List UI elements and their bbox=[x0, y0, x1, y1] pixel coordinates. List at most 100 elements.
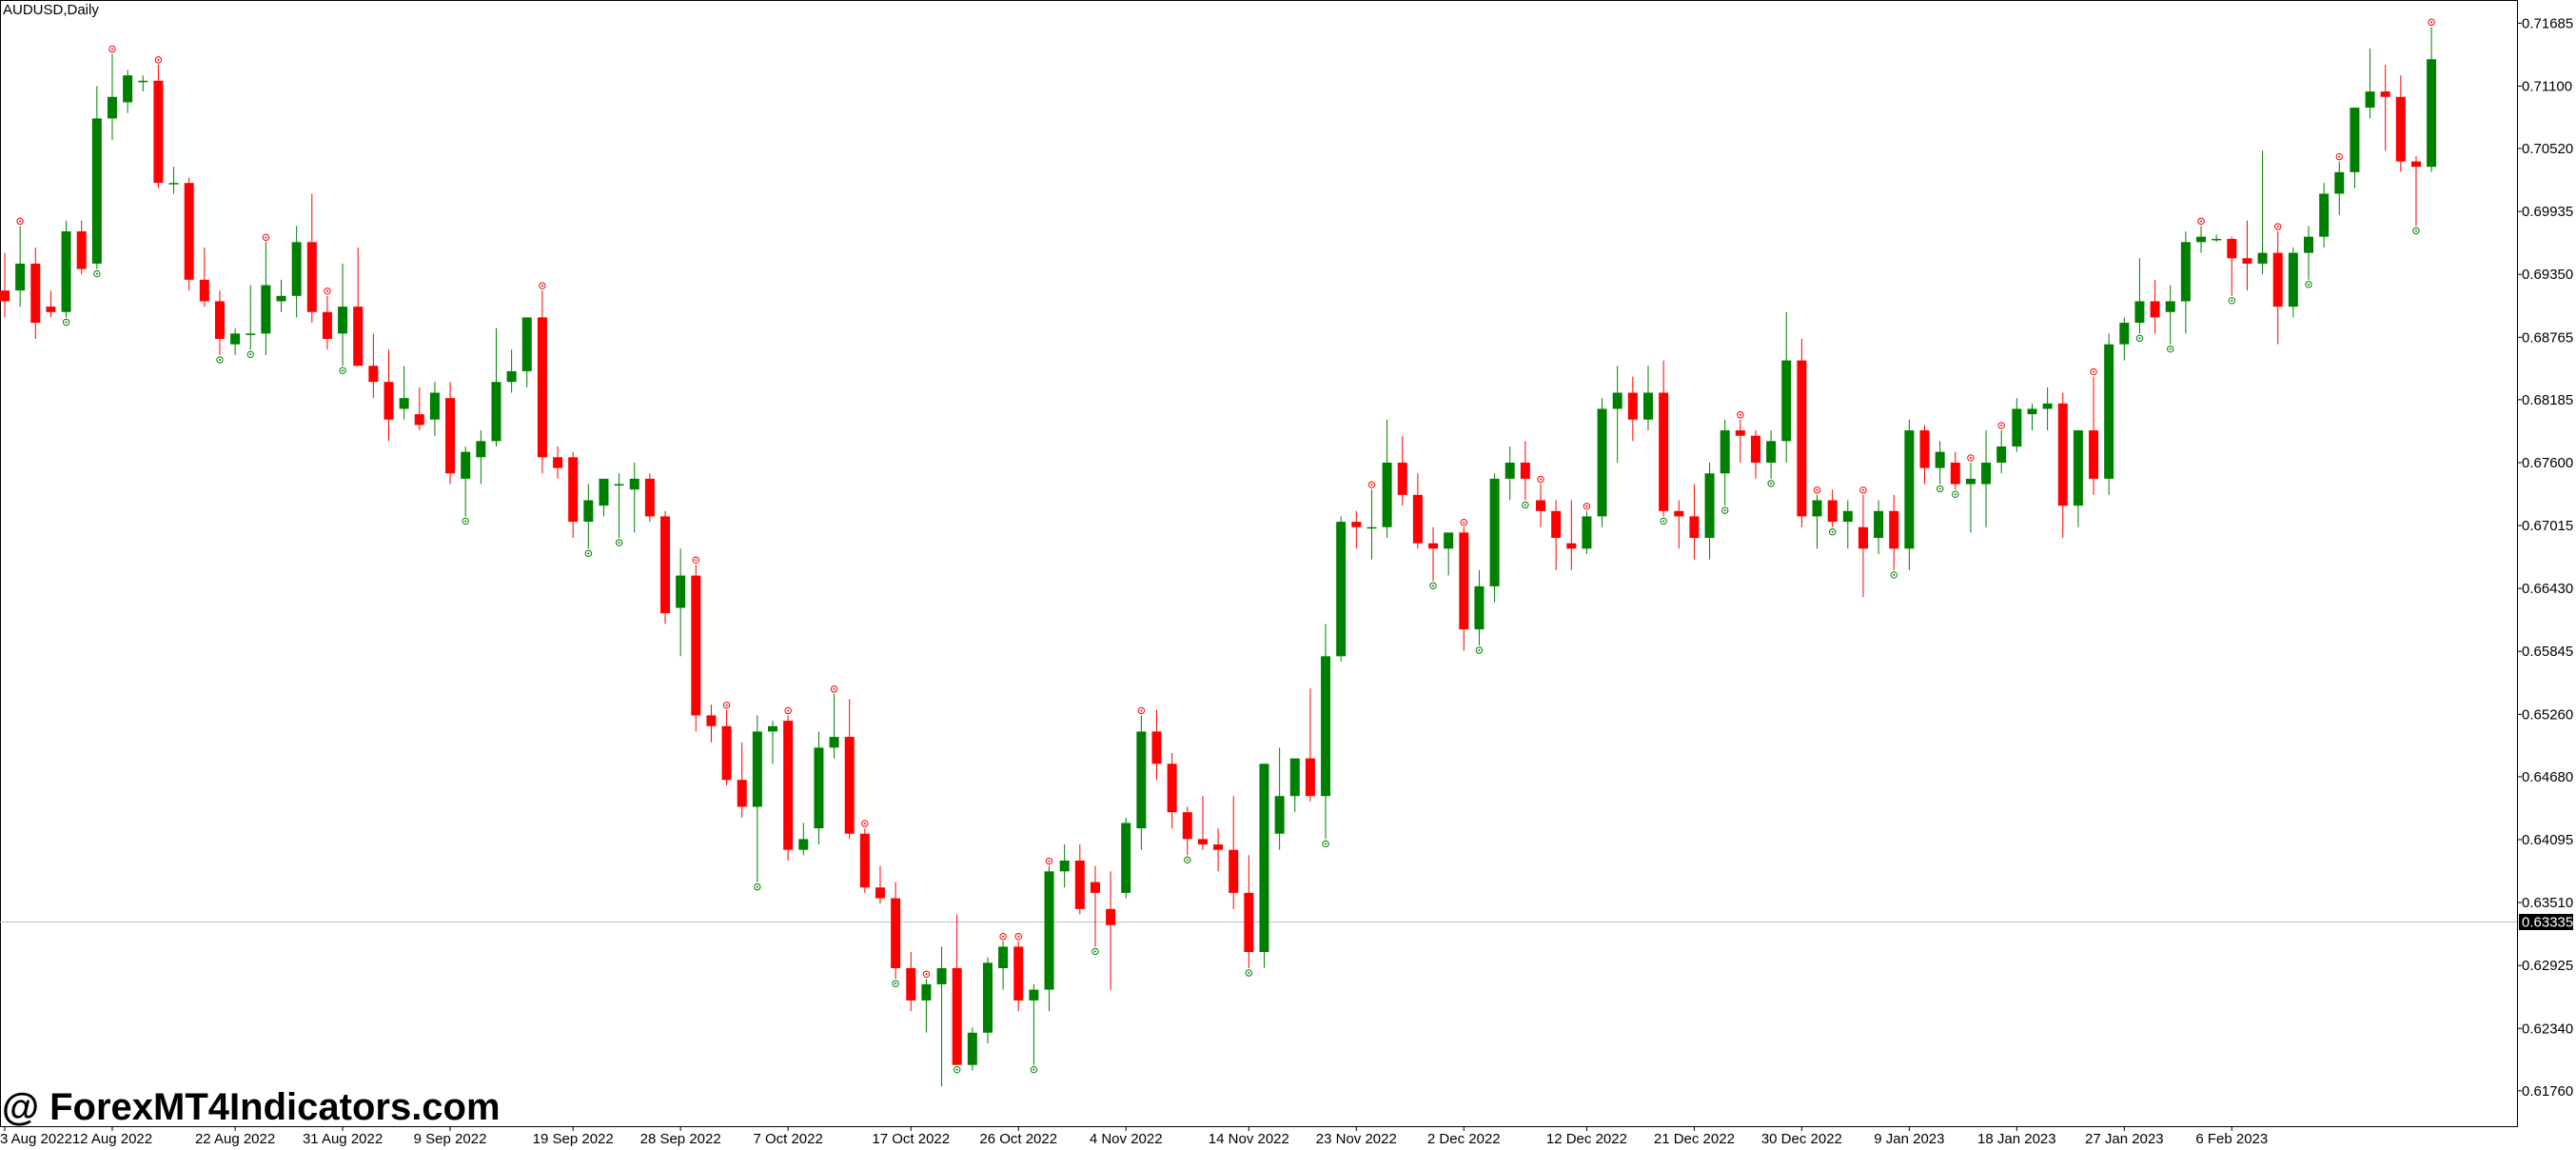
candle bbox=[1412, 473, 1423, 549]
candle bbox=[61, 220, 71, 318]
candle-body bbox=[399, 398, 409, 409]
candle bbox=[1397, 435, 1407, 506]
candle bbox=[2227, 236, 2237, 296]
time-tick-label: 17 Oct 2022 bbox=[872, 1131, 950, 1147]
candle-body bbox=[982, 962, 993, 1033]
candle-body bbox=[76, 231, 87, 269]
candle-body bbox=[2042, 403, 2053, 409]
candle bbox=[2319, 183, 2330, 248]
candle-body bbox=[1904, 430, 1915, 549]
candle bbox=[1551, 500, 1562, 570]
candle bbox=[2057, 392, 2068, 539]
candle-body bbox=[1566, 543, 1577, 549]
candle-body bbox=[814, 747, 824, 829]
candle-body bbox=[2410, 161, 2421, 168]
candle-body bbox=[844, 737, 855, 834]
fractal-up-marker bbox=[2197, 217, 2205, 226]
candle-body bbox=[15, 263, 26, 291]
fractal-up-marker bbox=[324, 288, 331, 295]
candle bbox=[844, 699, 855, 840]
candle bbox=[506, 349, 517, 393]
fractal-up-marker bbox=[2274, 223, 2282, 230]
candle-body bbox=[1459, 532, 1469, 630]
candle-body bbox=[829, 737, 839, 748]
candle bbox=[982, 957, 993, 1044]
candle bbox=[1582, 510, 1592, 554]
candle bbox=[952, 914, 962, 1065]
candle-body bbox=[1582, 516, 1592, 549]
time-axis: 3 Aug 2022 12 Aug 2022 22 Aug 2022 31 Aug 2… bbox=[0, 1126, 2268, 1147]
candle bbox=[1766, 430, 1777, 479]
candle bbox=[461, 446, 471, 517]
candle-body bbox=[2057, 403, 2068, 506]
fractal-down-marker bbox=[1828, 528, 1837, 536]
candle-body bbox=[1428, 543, 1439, 549]
candle bbox=[107, 53, 117, 140]
candle-body bbox=[1981, 462, 1992, 485]
candle bbox=[2410, 155, 2421, 227]
candle bbox=[1151, 709, 1162, 781]
candle bbox=[184, 177, 194, 291]
price-tick-label: 0.68765 bbox=[2522, 329, 2573, 346]
candle bbox=[644, 473, 655, 523]
candle bbox=[1981, 430, 1992, 527]
candle bbox=[537, 290, 547, 474]
fractal-down-marker bbox=[216, 356, 224, 364]
candle bbox=[168, 167, 179, 194]
candle bbox=[2334, 161, 2345, 216]
candle-body bbox=[921, 983, 932, 1001]
candle-body bbox=[2304, 236, 2313, 253]
price-tick-label: 0.64680 bbox=[2522, 769, 2573, 785]
candle bbox=[338, 263, 348, 367]
candle bbox=[1566, 500, 1577, 570]
candle bbox=[1444, 532, 1454, 576]
candle-body bbox=[506, 370, 517, 383]
candle bbox=[1489, 473, 1500, 603]
candle-body bbox=[2319, 193, 2330, 237]
candle-body bbox=[599, 478, 609, 506]
watermark-text: @ ForexMT4Indicators.com bbox=[2, 1086, 501, 1128]
candle-body bbox=[1842, 510, 1853, 523]
candle-body bbox=[2242, 258, 2252, 264]
candle-body bbox=[2089, 430, 2099, 479]
candle bbox=[1382, 419, 1392, 539]
fractal-up-marker bbox=[1014, 933, 1022, 941]
price-tick-label: 0.65845 bbox=[2522, 644, 2573, 660]
candle-body bbox=[338, 307, 348, 334]
candle-body bbox=[614, 484, 624, 486]
candle-body bbox=[1090, 882, 1100, 893]
time-tick-label: 22 Aug 2022 bbox=[195, 1131, 275, 1147]
candle-body bbox=[1536, 500, 1545, 511]
candle-body bbox=[368, 366, 379, 383]
candle-body bbox=[476, 441, 486, 458]
fractal-up-marker bbox=[1997, 422, 2005, 429]
candle-body bbox=[2165, 301, 2175, 312]
candle bbox=[2196, 226, 2207, 253]
fractal-up-marker bbox=[1045, 857, 1053, 865]
candle bbox=[2134, 258, 2145, 334]
time-tick-label: 27 Jan 2023 bbox=[2085, 1131, 2164, 1147]
candle bbox=[46, 290, 56, 318]
candle-body bbox=[1874, 510, 1884, 539]
price-tick-label: 0.68185 bbox=[2522, 392, 2573, 408]
time-tick-label: 31 Aug 2022 bbox=[303, 1131, 383, 1147]
candle-body bbox=[2272, 252, 2283, 307]
current-price-label: 0.63335 bbox=[2522, 915, 2573, 931]
candle-body bbox=[2350, 108, 2360, 172]
time-tick-label: 12 Aug 2022 bbox=[72, 1131, 152, 1147]
candle-body bbox=[61, 231, 71, 312]
fractal-down-marker bbox=[93, 269, 101, 278]
candle-body bbox=[1244, 892, 1254, 953]
price-tick-label: 0.62925 bbox=[2522, 958, 2573, 974]
candle bbox=[859, 828, 870, 893]
fractal-up-marker bbox=[539, 282, 546, 289]
time-tick-label: 7 Oct 2022 bbox=[753, 1131, 822, 1147]
fractal-down-marker bbox=[1767, 480, 1775, 487]
price-tick-label: 0.66430 bbox=[2522, 581, 2573, 597]
candle bbox=[752, 715, 762, 882]
candle-body bbox=[798, 839, 809, 850]
time-tick-label: 4 Nov 2022 bbox=[1090, 1131, 1163, 1147]
candle bbox=[553, 446, 563, 479]
candle-body bbox=[491, 382, 501, 442]
